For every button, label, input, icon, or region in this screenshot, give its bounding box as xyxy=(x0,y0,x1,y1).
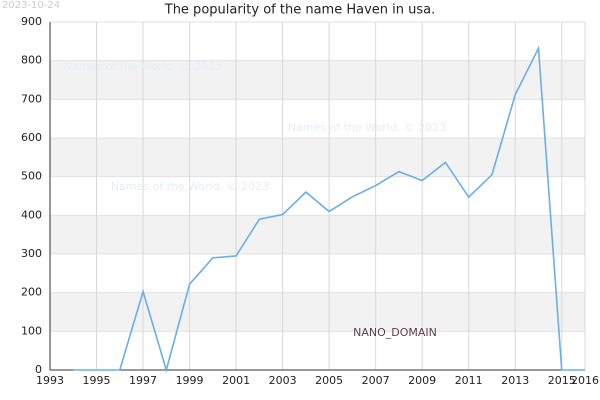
x-tick-label: 2015 xyxy=(548,374,576,387)
x-tick-label: 2007 xyxy=(362,374,390,387)
x-tick-label: 1993 xyxy=(36,374,64,387)
grid-band xyxy=(50,215,585,254)
grid-band xyxy=(50,60,585,100)
x-tick-label: 2011 xyxy=(455,374,483,387)
grid-band xyxy=(50,292,585,332)
watermark: Names of the World. © 2023 xyxy=(64,60,222,73)
x-tick-label: 2005 xyxy=(315,374,343,387)
y-tick-label: 100 xyxy=(21,324,42,337)
x-tick-label: 1999 xyxy=(176,374,204,387)
watermark: Names of the World. © 2023 xyxy=(111,180,269,193)
chart-title: The popularity of the name Haven in usa. xyxy=(164,3,436,18)
x-tick-label: 2001 xyxy=(222,374,250,387)
y-tick-label: 600 xyxy=(21,131,42,144)
x-tick-label: 1995 xyxy=(83,374,111,387)
x-tick-label: 2016 xyxy=(571,374,599,387)
y-tick-label: 400 xyxy=(21,208,42,221)
y-tick-label: 0 xyxy=(35,363,42,376)
y-tick-label: 200 xyxy=(21,286,42,299)
x-tick-label: 2003 xyxy=(269,374,297,387)
y-tick-label: 700 xyxy=(21,92,42,105)
y-tick-label: 300 xyxy=(21,247,42,260)
watermark: Names of the World. © 2023 xyxy=(288,121,446,134)
y-tick-label: 900 xyxy=(21,15,42,28)
grid-band xyxy=(50,138,585,177)
x-tick-label: 2009 xyxy=(408,374,436,387)
line xyxy=(73,45,585,373)
y-tick-label: 500 xyxy=(21,170,42,183)
brand: NANO_DOMAIN xyxy=(353,326,437,339)
y-tick-label: 800 xyxy=(21,54,42,67)
date: 2023-10-24 xyxy=(2,0,60,11)
x-tick-label: 1997 xyxy=(129,374,157,387)
x-tick-label: 2013 xyxy=(501,374,529,387)
